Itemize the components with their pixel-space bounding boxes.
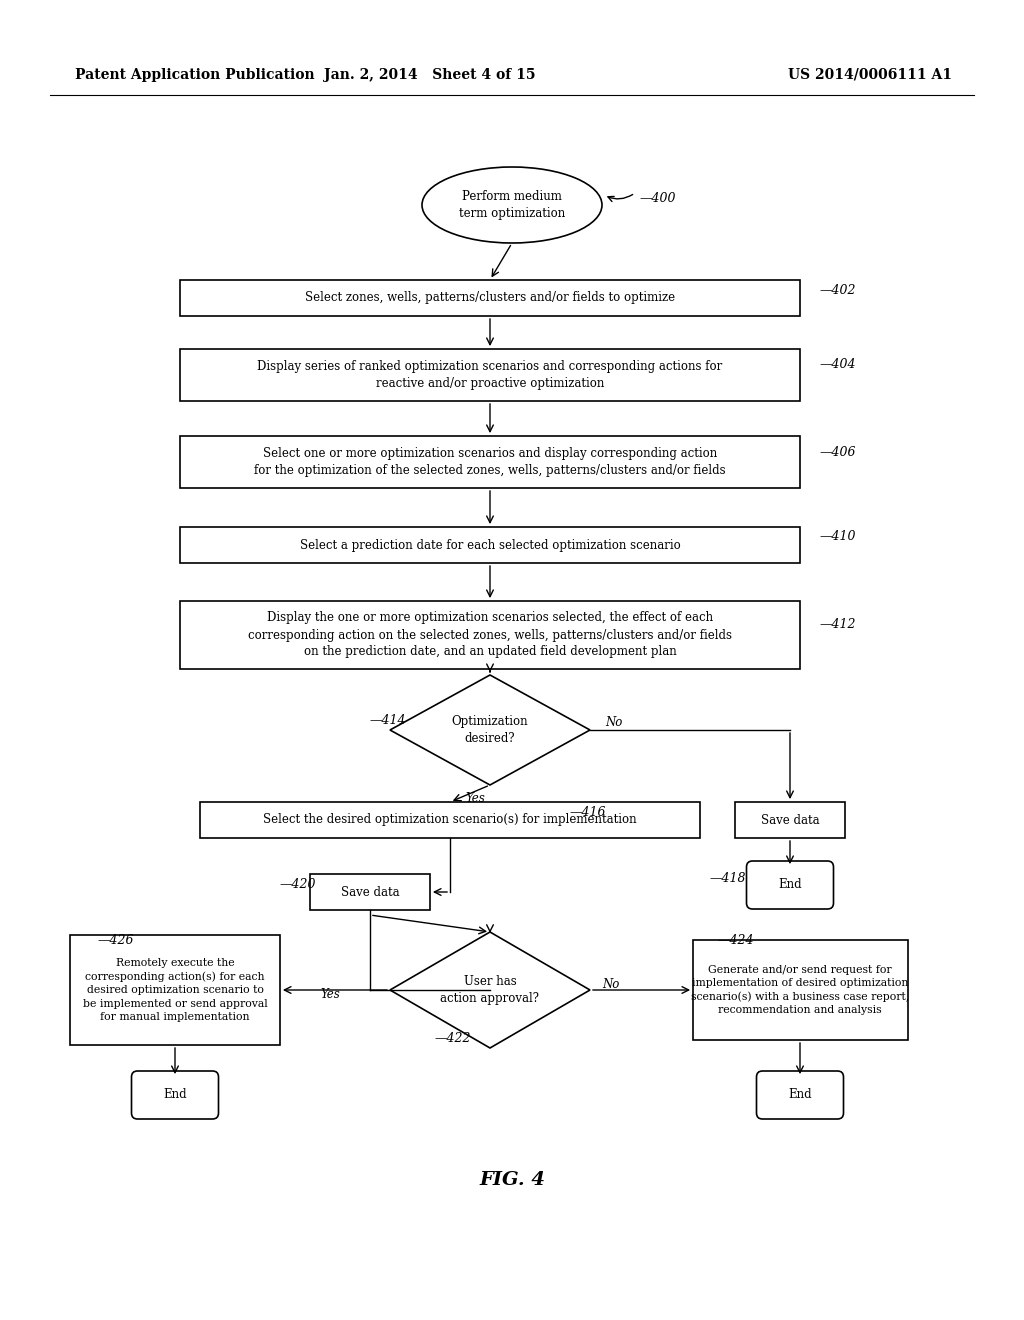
Text: Display series of ranked optimization scenarios and corresponding actions for
re: Display series of ranked optimization sc… bbox=[257, 360, 723, 389]
Bar bbox=[180, 280, 800, 315]
Text: Select one or more optimization scenarios and display corresponding action
for t: Select one or more optimization scenario… bbox=[254, 447, 726, 477]
Text: —404: —404 bbox=[820, 359, 856, 371]
Text: User has
action approval?: User has action approval? bbox=[440, 975, 540, 1005]
Text: Display the one or more optimization scenarios selected, the effect of each
corr: Display the one or more optimization sce… bbox=[248, 611, 732, 659]
Bar bbox=[180, 436, 800, 488]
Text: Generate and/or send request for
implementation of desired optimization
scenario: Generate and/or send request for impleme… bbox=[691, 965, 909, 1015]
Text: —420: —420 bbox=[280, 879, 316, 891]
Text: No: No bbox=[605, 715, 623, 729]
Bar bbox=[310, 874, 430, 909]
Text: Select a prediction date for each selected optimization scenario: Select a prediction date for each select… bbox=[300, 539, 680, 552]
Text: —416: —416 bbox=[570, 805, 606, 818]
Text: Yes: Yes bbox=[321, 989, 340, 1002]
Text: Patent Application Publication: Patent Application Publication bbox=[75, 69, 314, 82]
FancyBboxPatch shape bbox=[131, 1071, 218, 1119]
Text: —422: —422 bbox=[435, 1031, 471, 1044]
Text: —410: —410 bbox=[820, 531, 856, 544]
Text: Jan. 2, 2014   Sheet 4 of 15: Jan. 2, 2014 Sheet 4 of 15 bbox=[325, 69, 536, 82]
Bar bbox=[200, 803, 700, 838]
Text: End: End bbox=[778, 879, 802, 891]
Text: Remotely execute the
corresponding action(s) for each
desired optimization scena: Remotely execute the corresponding actio… bbox=[83, 958, 267, 1022]
Text: —414: —414 bbox=[370, 714, 407, 726]
Text: Save data: Save data bbox=[761, 813, 819, 826]
Bar bbox=[70, 935, 280, 1045]
Text: No: No bbox=[602, 978, 620, 991]
Text: —424: —424 bbox=[718, 933, 755, 946]
Text: —426: —426 bbox=[98, 933, 134, 946]
Bar bbox=[692, 940, 907, 1040]
FancyBboxPatch shape bbox=[757, 1071, 844, 1119]
Bar bbox=[735, 803, 845, 838]
Text: Save data: Save data bbox=[341, 886, 399, 899]
Text: Perform medium
term optimization: Perform medium term optimization bbox=[459, 190, 565, 220]
Text: US 2014/0006111 A1: US 2014/0006111 A1 bbox=[788, 69, 952, 82]
FancyBboxPatch shape bbox=[746, 861, 834, 909]
Text: —400: —400 bbox=[640, 191, 677, 205]
Polygon shape bbox=[390, 675, 590, 785]
Bar bbox=[180, 601, 800, 669]
Text: —418: —418 bbox=[710, 871, 746, 884]
Text: Select zones, wells, patterns/clusters and/or fields to optimize: Select zones, wells, patterns/clusters a… bbox=[305, 292, 675, 305]
Text: End: End bbox=[163, 1089, 186, 1101]
Polygon shape bbox=[390, 932, 590, 1048]
Text: —412: —412 bbox=[820, 619, 856, 631]
Bar bbox=[180, 527, 800, 564]
Text: Select the desired optimization scenario(s) for implementation: Select the desired optimization scenario… bbox=[263, 813, 637, 826]
Text: Optimization
desired?: Optimization desired? bbox=[452, 715, 528, 744]
Bar bbox=[180, 348, 800, 401]
Text: Yes: Yes bbox=[465, 792, 485, 805]
Ellipse shape bbox=[422, 168, 602, 243]
Text: End: End bbox=[788, 1089, 812, 1101]
Text: —402: —402 bbox=[820, 284, 856, 297]
Text: FIG. 4: FIG. 4 bbox=[479, 1171, 545, 1189]
Text: —406: —406 bbox=[820, 446, 856, 458]
